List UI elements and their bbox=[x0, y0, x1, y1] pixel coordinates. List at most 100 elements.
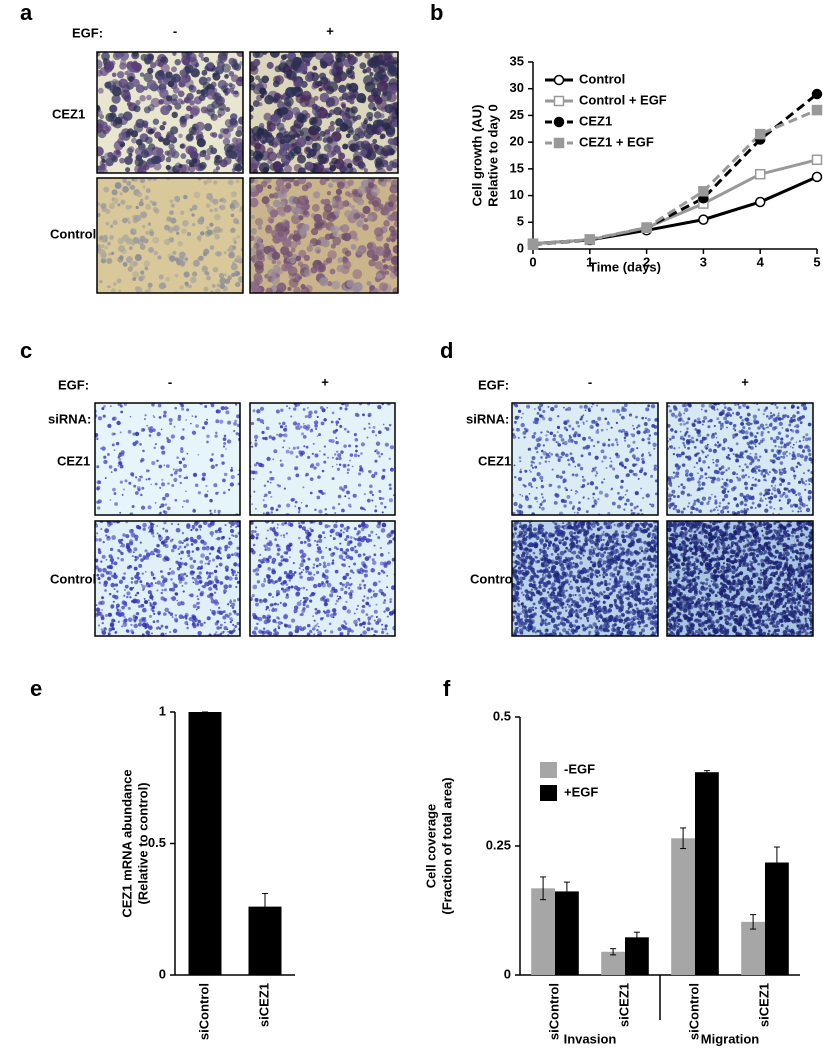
cell-dot bbox=[159, 125, 165, 131]
cell-dot bbox=[579, 561, 582, 564]
cell-dot bbox=[522, 431, 526, 435]
cell-dot bbox=[125, 479, 128, 482]
cell-dot bbox=[161, 575, 164, 578]
cell-dot bbox=[220, 624, 223, 627]
cell-dot bbox=[255, 508, 257, 510]
cell-dot bbox=[105, 61, 114, 70]
cell-dot bbox=[522, 413, 524, 415]
cell-dot bbox=[574, 512, 576, 514]
cell-dot bbox=[180, 447, 183, 450]
cell-dot bbox=[302, 587, 305, 590]
cell-dot bbox=[283, 551, 286, 554]
cell-dot bbox=[278, 627, 280, 629]
cell-dot bbox=[312, 66, 317, 71]
cell-dot bbox=[722, 478, 724, 480]
cell-dot bbox=[375, 162, 381, 168]
cell-dot bbox=[284, 220, 289, 225]
cell-dot bbox=[736, 412, 740, 416]
cell-dot bbox=[514, 476, 516, 478]
cell-dot bbox=[748, 427, 751, 430]
cell-dot bbox=[132, 555, 134, 557]
cell-dot bbox=[714, 496, 716, 498]
cell-dot bbox=[161, 429, 163, 431]
cell-dot bbox=[675, 415, 678, 418]
cell-dot bbox=[528, 482, 532, 486]
cell-dot bbox=[745, 430, 749, 434]
cell-dot bbox=[630, 509, 632, 511]
cell-dot bbox=[183, 464, 187, 468]
cell-dot bbox=[572, 505, 575, 508]
cell-dot bbox=[103, 541, 105, 543]
cell-dot bbox=[218, 531, 220, 533]
cell-dot bbox=[327, 563, 331, 567]
cell-dot bbox=[148, 283, 153, 288]
cell-dot bbox=[302, 185, 309, 192]
cell-dot bbox=[321, 492, 324, 495]
cell-dot bbox=[688, 458, 690, 460]
cell-dot bbox=[256, 409, 260, 413]
cell-dot bbox=[780, 446, 782, 448]
cell-dot bbox=[103, 415, 106, 418]
cell-dot bbox=[160, 445, 164, 449]
cell-dot bbox=[204, 494, 208, 498]
cell-dot bbox=[277, 548, 281, 552]
cell-dot bbox=[640, 509, 643, 512]
cell-dot bbox=[740, 510, 744, 514]
cell-dot bbox=[604, 493, 608, 497]
cell-dot bbox=[367, 616, 371, 620]
cell-dot bbox=[229, 71, 235, 77]
cell-dot bbox=[205, 556, 209, 560]
cell-dot bbox=[293, 562, 295, 564]
cell-dot bbox=[171, 66, 177, 72]
cell-dot bbox=[690, 511, 693, 514]
cell-dot bbox=[389, 424, 392, 427]
cell-dot bbox=[114, 575, 117, 578]
cell-dot bbox=[178, 468, 182, 472]
cell-dot bbox=[171, 596, 176, 601]
egf-label: EGF: bbox=[478, 377, 509, 392]
cell-dot bbox=[313, 633, 315, 635]
cell-dot bbox=[295, 474, 299, 478]
cell-dot bbox=[292, 76, 298, 82]
cell-dot bbox=[294, 611, 296, 613]
cell-dot bbox=[569, 501, 573, 505]
cell-dot bbox=[318, 161, 322, 165]
cell-dot bbox=[217, 284, 221, 288]
cell-dot bbox=[144, 238, 149, 243]
cell-dot bbox=[225, 448, 227, 450]
cell-dot bbox=[341, 224, 350, 233]
cell-dot bbox=[135, 476, 137, 478]
cell-dot bbox=[287, 476, 291, 480]
cell-dot bbox=[125, 601, 127, 603]
cell-dot bbox=[262, 423, 264, 425]
cell-dot bbox=[368, 95, 376, 103]
cell-dot bbox=[746, 508, 749, 511]
cell-dot bbox=[298, 511, 300, 513]
cell-dot bbox=[307, 624, 311, 628]
cell-dot bbox=[749, 456, 753, 460]
cell-dot bbox=[301, 287, 310, 296]
cell-dot bbox=[597, 417, 601, 421]
cell-dot bbox=[224, 273, 227, 276]
cell-dot bbox=[331, 529, 335, 533]
cell-dot bbox=[234, 202, 240, 208]
cell-dot bbox=[174, 471, 178, 475]
cell-dot bbox=[785, 495, 789, 499]
cell-dot bbox=[131, 62, 139, 70]
cell-dot bbox=[289, 407, 291, 409]
cell-dot bbox=[654, 464, 657, 467]
cell-dot bbox=[210, 521, 215, 526]
cell-dot bbox=[520, 631, 523, 634]
cell-dot bbox=[519, 510, 523, 514]
cell-dot bbox=[623, 509, 625, 511]
cell-dot bbox=[356, 220, 363, 227]
cell-dot bbox=[720, 510, 724, 514]
cell-dot bbox=[232, 137, 238, 143]
cell-dot bbox=[380, 561, 384, 565]
cell-dot bbox=[98, 624, 100, 626]
cell-dot bbox=[286, 548, 290, 552]
cell-dot bbox=[286, 532, 288, 534]
cell-dot bbox=[701, 482, 705, 486]
cell-dot bbox=[702, 451, 705, 454]
cell-dot bbox=[537, 472, 541, 476]
